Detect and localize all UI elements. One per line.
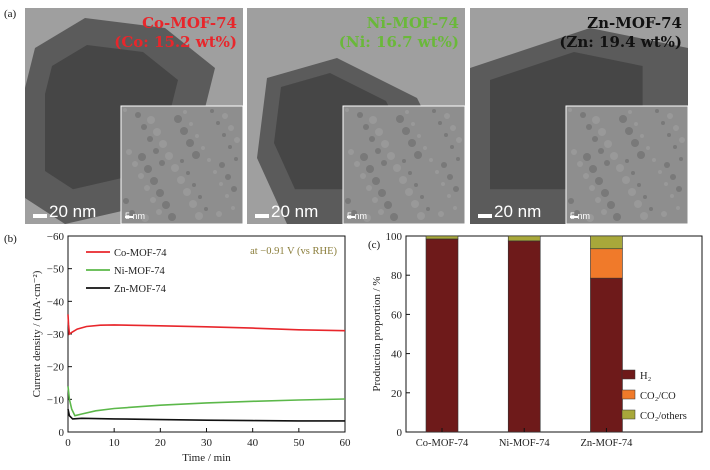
series-line-zn-mof-74 — [67, 408, 345, 422]
y-tick-label: 20 — [391, 388, 403, 400]
inset-scale-label: 5 nm — [347, 211, 368, 221]
panel-b-letter: (b) — [4, 233, 17, 245]
y-tick-label: −50 — [47, 264, 65, 276]
x-axis-label: Time / min — [182, 452, 231, 464]
scale-label: 20 nm — [271, 202, 319, 221]
legend-label: H₂ — [640, 371, 652, 382]
tem-label: Co-MOF-74 (Co: 15.2 wt%) — [114, 14, 237, 52]
y-tick-label: 100 — [386, 231, 403, 243]
tem-metal-loading: (Zn: 19.4 wt%) — [559, 33, 682, 51]
tem-label: Ni-MOF-74 (Ni: 16.7 wt%) — [339, 14, 459, 52]
legend-swatch — [621, 409, 636, 420]
scale-bar — [255, 214, 269, 218]
y-tick-label: −10 — [47, 394, 65, 406]
inset-scale-bar — [347, 216, 355, 218]
tem-micrograph — [247, 8, 465, 224]
x-tick-label: Co-MOF-74 — [416, 438, 469, 449]
potential-annotation: at −0.91 V (vs RHE) — [250, 246, 337, 257]
inset-scale-bar — [570, 216, 578, 218]
y-axis-label: Production proportion / % — [371, 276, 383, 391]
plot-frame — [405, 235, 703, 433]
tem-material-title: Ni-MOF-74 — [366, 14, 459, 32]
x-tick-label: 60 — [340, 437, 352, 449]
legend-label: CO₂/others — [640, 411, 687, 422]
legend-swatch — [621, 369, 636, 380]
bar-segment-h2 — [590, 277, 623, 433]
tem-image-ni-mof-74: Ni-MOF-74 (Ni: 16.7 wt%) 20 nm 5 nm — [247, 8, 465, 224]
y-tick-label: 40 — [391, 349, 403, 361]
scale-bar — [478, 214, 492, 218]
tem-image-zn-mof-74: Zn-MOF-74 (Zn: 19.4 wt%) 20 nm 5 nm — [470, 8, 688, 224]
panel-c-letter: (c) — [368, 239, 381, 251]
tem-image-co-mof-74: Co-MOF-74 (Co: 15.2 wt%) 20 nm 5 nm — [25, 8, 243, 224]
y-tick-label: −20 — [47, 362, 65, 374]
bar-segment-h2 — [425, 238, 459, 433]
bar-segment-co2-others — [425, 235, 459, 240]
x-tick-label: 30 — [201, 437, 213, 449]
x-tick-label: 10 — [109, 437, 121, 449]
tem-material-title: Zn-MOF-74 — [587, 14, 682, 32]
tem-metal-loading: (Co: 15.2 wt%) — [114, 33, 237, 51]
x-tick-label: 20 — [155, 437, 167, 449]
y-tick-label: 60 — [391, 309, 403, 321]
scale-label: 20 nm — [49, 202, 97, 221]
legend-label: CO₂/CO — [640, 391, 676, 402]
inset-scale-label: 5 nm — [570, 211, 591, 221]
tem-material-title: Co-MOF-74 — [142, 14, 237, 32]
x-tick-label: Ni-MOF-74 — [499, 438, 551, 449]
panel-a-letter: (a) — [4, 8, 17, 20]
legend-label: Ni-MOF-74 — [114, 266, 166, 277]
scale-label: 20 nm — [494, 202, 542, 221]
y-tick-label: −40 — [47, 296, 65, 308]
x-tick-label: 40 — [247, 437, 259, 449]
x-tick-label: 0 — [65, 437, 71, 449]
y-tick-label: 80 — [391, 270, 403, 282]
tem-label: Zn-MOF-74 (Zn: 19.4 wt%) — [559, 14, 682, 52]
bar-segment-h2 — [507, 240, 541, 433]
y-tick-label: −60 — [47, 231, 65, 243]
y-tick-label: 0 — [59, 427, 65, 439]
bar-segment-co2-co — [590, 248, 623, 279]
inset-scale-bar — [125, 216, 133, 218]
legend-label: Co-MOF-74 — [114, 248, 167, 259]
y-tick-label: 0 — [397, 427, 403, 439]
x-tick-label: 50 — [293, 437, 305, 449]
legend-label: Zn-MOF-74 — [114, 284, 167, 295]
scale-bar — [33, 214, 47, 218]
legend-swatch — [621, 389, 636, 400]
inset-scale-label: 5 nm — [125, 211, 146, 221]
y-tick-label: −30 — [47, 329, 65, 341]
bar-segment-co2-others — [590, 235, 623, 250]
series-line-co-mof-74 — [67, 314, 346, 336]
series-line-ni-mof-74 — [67, 386, 346, 417]
x-tick-label: Zn-MOF-74 — [580, 438, 633, 449]
tem-micrograph — [470, 8, 688, 224]
chart-current-density: (b) 0 −10 −20 −30 −40 −50 −60 0 10 20 30 40 50 60 Time … — [4, 231, 352, 464]
tem-micrograph — [25, 8, 243, 224]
bar-segment-co2-others — [507, 235, 541, 242]
tem-metal-loading: (Ni: 16.7 wt%) — [338, 33, 459, 51]
y-axis-label: Current density / (mA·cm⁻²) — [31, 270, 43, 397]
chart-production-proportion: (c) 0 20 40 60 80 100 Production proportion / %… — [368, 231, 703, 449]
